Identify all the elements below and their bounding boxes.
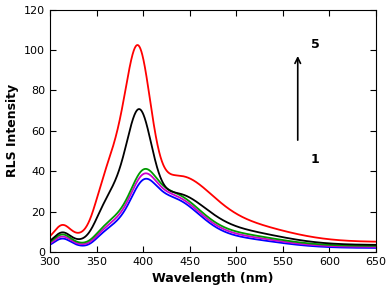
Text: 5: 5: [311, 38, 319, 51]
Text: 1: 1: [311, 152, 319, 166]
X-axis label: Wavelength (nm): Wavelength (nm): [152, 272, 274, 285]
Y-axis label: RLS Intensity: RLS Intensity: [5, 84, 18, 177]
